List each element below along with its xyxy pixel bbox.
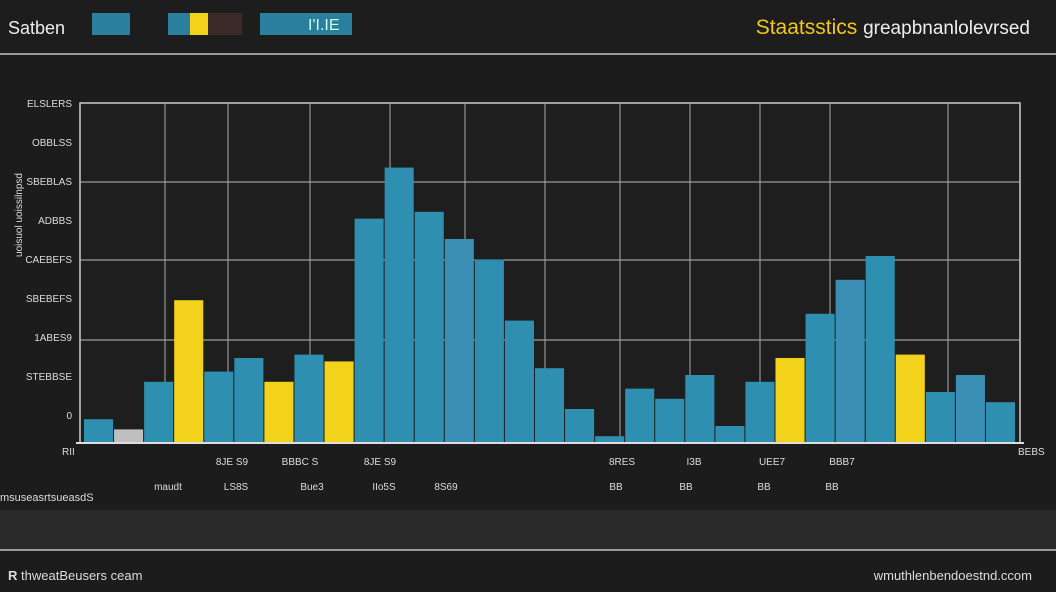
y-tick-label: 0 [66, 411, 72, 422]
x-tick-label: 8JE S9 [364, 457, 397, 468]
x-tick-label: 8RES [609, 457, 635, 468]
footer-band [0, 510, 1056, 550]
bar [324, 361, 354, 443]
x-tick-label: BBBC S [282, 457, 319, 468]
tab-swatch-4[interactable] [208, 13, 242, 35]
bar [925, 392, 955, 443]
x-axis-right-label: BEBS [1018, 447, 1045, 458]
x-tick-label: Bue3 [300, 482, 324, 493]
bar [234, 358, 264, 443]
y-tick-label: 1ABES9 [34, 333, 72, 344]
tab-swatch-1[interactable] [92, 13, 130, 35]
y-axis-label: uoisuol uoissilnpsd [14, 173, 25, 257]
bar-chart: 0 STEBBSE 1ABES9 SBEBEFS CAEBEFS ADBBS SBEBLAS… [14, 99, 1045, 493]
x-tick-label: 8S69 [434, 482, 458, 493]
bar [294, 354, 324, 443]
x-axis-left-label: RII [62, 447, 75, 458]
bar [444, 239, 474, 443]
y-tick-label: SBEBEFS [26, 294, 72, 305]
title-rest: greapbnanlolevrsed [863, 18, 1030, 39]
y-tick-label: CAEBEFS [25, 255, 72, 266]
x-tick-label: BB [609, 482, 623, 493]
tab-swatch-3[interactable] [190, 13, 208, 35]
bar [595, 436, 625, 443]
top-bar: Satben I'I.IE Staatsstics greapbnanlolev… [0, 0, 1056, 55]
footer-left-link[interactable]: thweatBeusers ceam [21, 568, 143, 583]
x-tick-label: 8JE S9 [216, 457, 249, 468]
tab-swatch-2[interactable] [168, 13, 190, 35]
bar [895, 354, 925, 443]
header-divider [0, 53, 1056, 55]
bar [144, 381, 174, 443]
bar [655, 398, 685, 443]
footer-right-link[interactable]: wmuthlenbendoestnd.ccom [873, 568, 1032, 583]
bar [565, 409, 595, 443]
bar [685, 375, 715, 443]
bar [474, 259, 504, 443]
page-title: Staatsstics greapbnanlolevrsed [756, 16, 1030, 40]
bar [865, 256, 895, 443]
x-tick-label: I3B [686, 457, 701, 468]
y-tick-label: ELSLERS [27, 99, 72, 110]
bar [384, 167, 414, 443]
x-tick-label: IIo5S [372, 482, 396, 493]
tab-label: I'I.IE [308, 17, 340, 34]
bar [174, 300, 204, 443]
x-tick-label: BB [825, 482, 839, 493]
side-note: msuseasrtsueasdS [0, 492, 94, 504]
footer-left[interactable]: R thweatBeusers ceam [8, 568, 142, 583]
bar [835, 279, 865, 443]
bar [354, 218, 384, 443]
bar [264, 381, 294, 443]
x-tick-label: UEE7 [759, 457, 786, 468]
bar [745, 381, 775, 443]
y-tick-label: OBBLSS [32, 138, 72, 149]
bar [204, 371, 234, 443]
x-tick-label: BB [679, 482, 693, 493]
bar [534, 368, 565, 443]
x-tick-label: BBB7 [829, 457, 855, 468]
y-tick-label: ADBBS [38, 216, 72, 227]
bar [775, 358, 805, 443]
bar [114, 429, 144, 443]
brand-label: Satben [8, 18, 66, 38]
bar [715, 426, 745, 443]
x-tick-label: LS8S [224, 482, 249, 493]
bar [805, 313, 835, 443]
tab-swatch-5[interactable] [260, 13, 352, 35]
footer-divider [0, 549, 1056, 551]
y-tick-label: STEBBSE [26, 372, 72, 383]
y-tick-label: SBEBLAS [26, 177, 72, 188]
bar [985, 402, 1015, 443]
bar [504, 320, 534, 443]
x-tick-label: BB [757, 482, 771, 493]
bar [625, 388, 655, 443]
bar [84, 419, 114, 443]
bar [414, 211, 444, 443]
x-tick-label: maudt [154, 482, 182, 493]
title-accent: Staatsstics [755, 16, 858, 39]
footer-icon: R [8, 568, 18, 583]
bar [955, 375, 985, 443]
